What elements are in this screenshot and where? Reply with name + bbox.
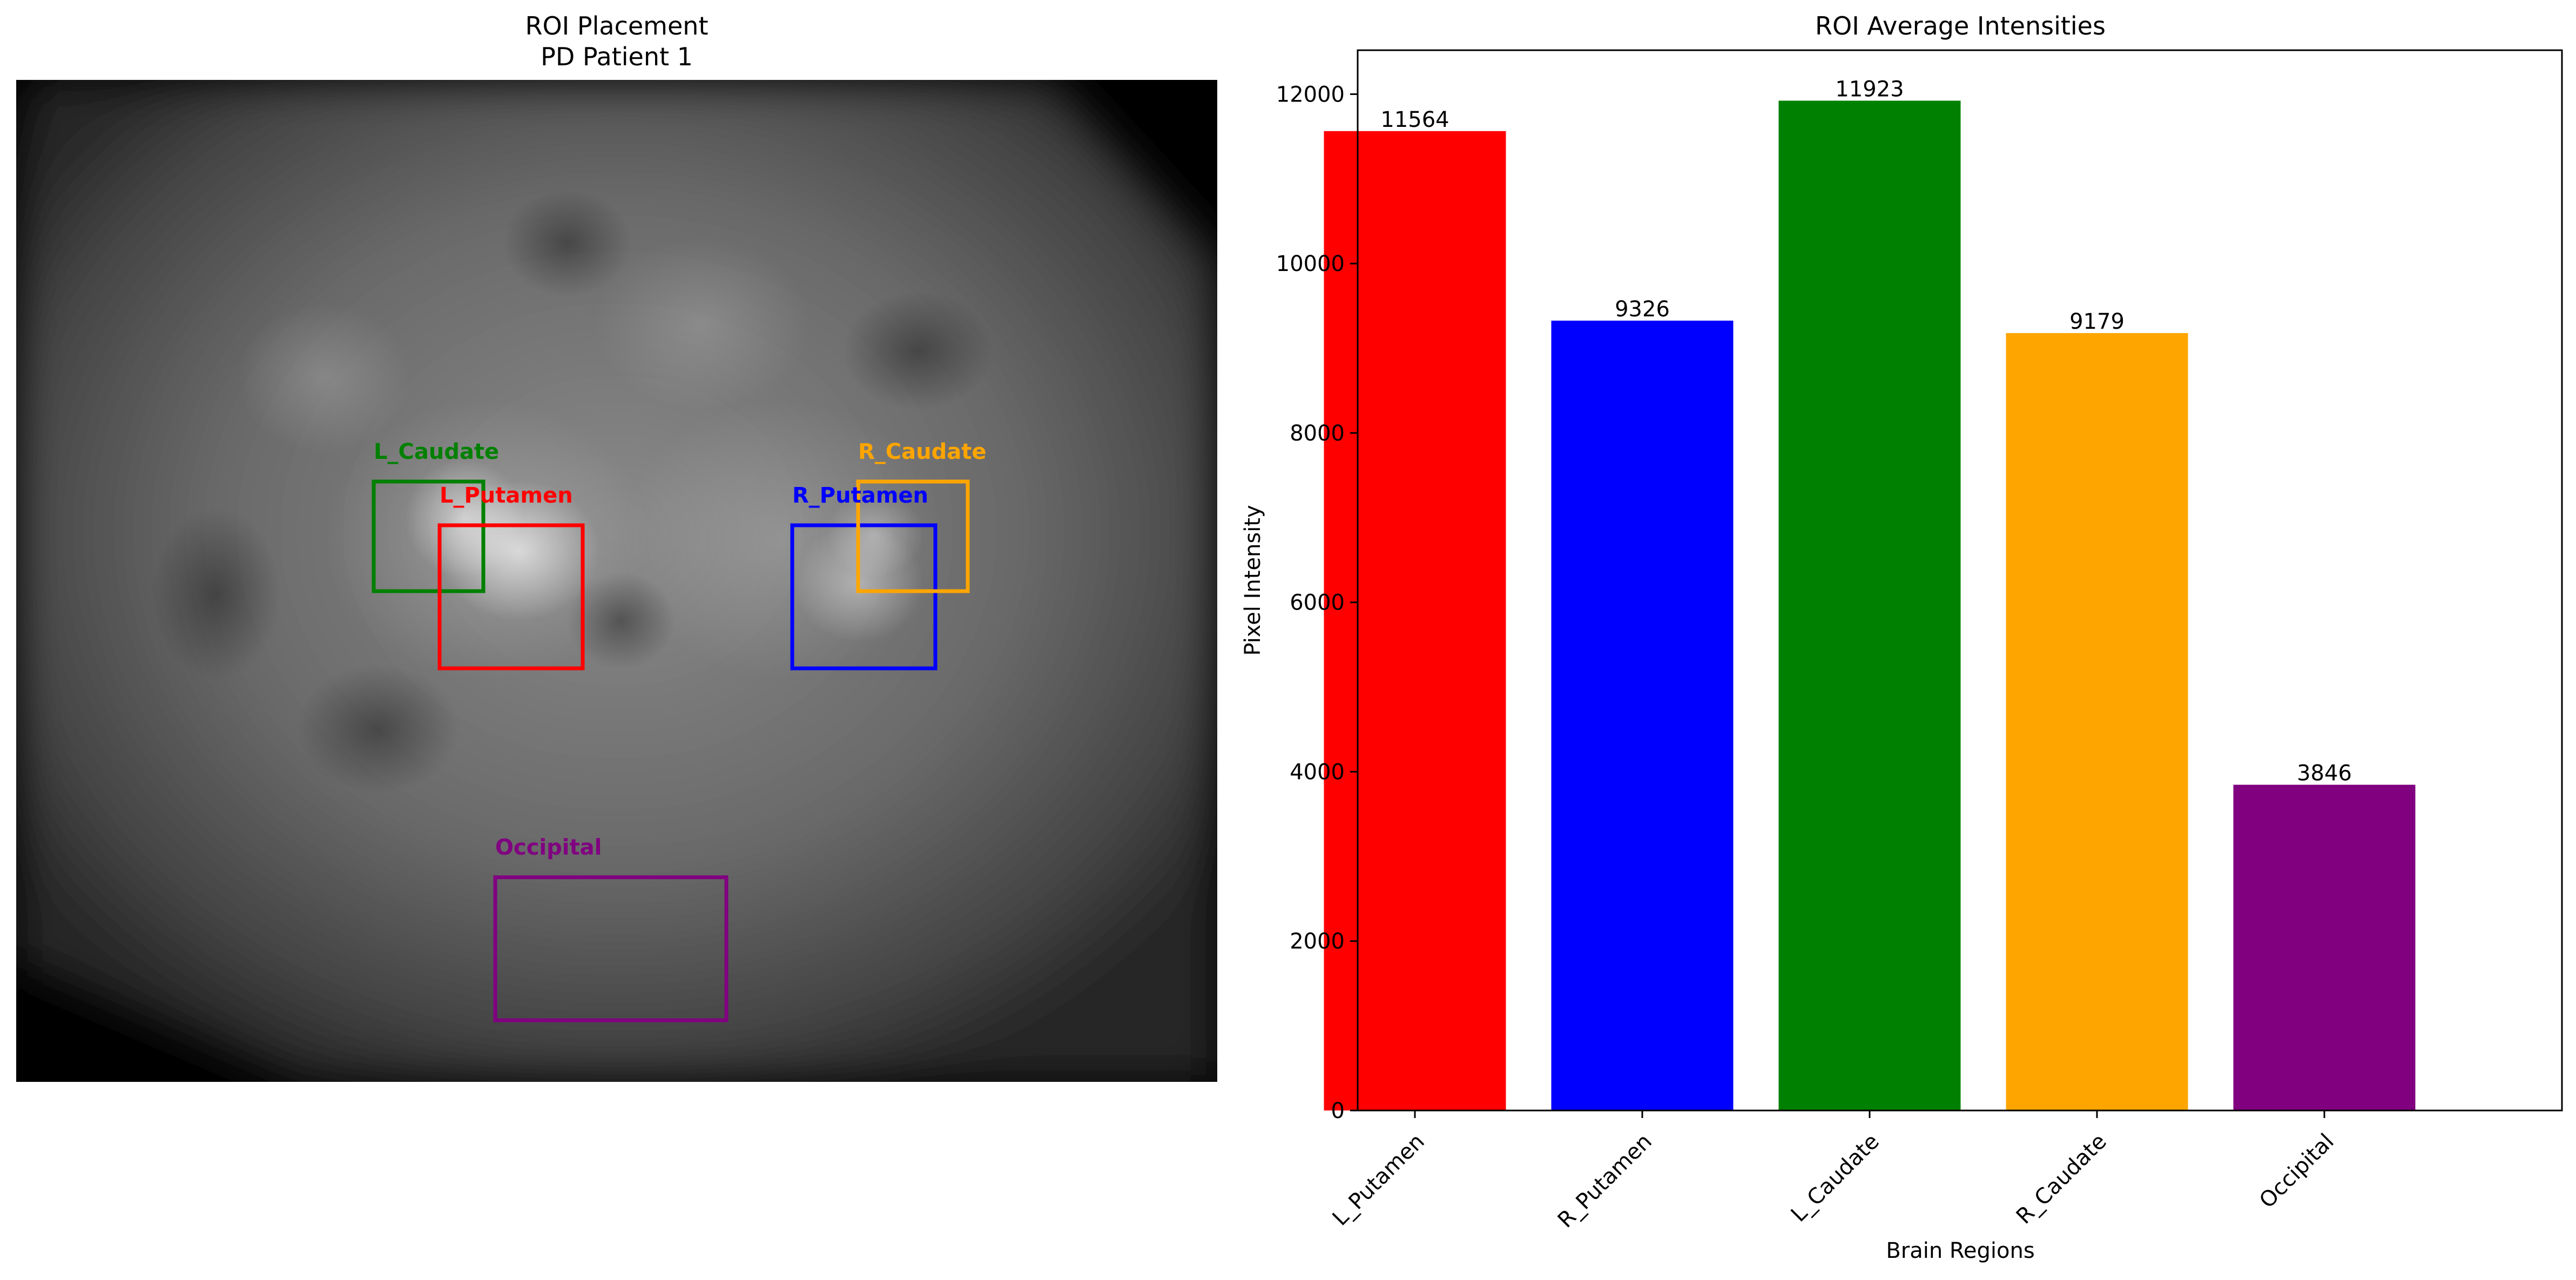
bar-r-caudate	[2006, 333, 2188, 1110]
y-axis: 0 2000 4000 6000 8000 10000 12000	[1276, 82, 1358, 1123]
roi-image-panel: ROI Placement PD Patient 1 L_Caudate	[16, 11, 1217, 1082]
bar-value-label: 3846	[2297, 761, 2352, 786]
y-tick-label: 4000	[1290, 760, 1345, 784]
bar-l-caudate	[1778, 100, 1961, 1110]
y-axis-label: Pixel Intensity	[1240, 505, 1265, 655]
roi-panel-title-line1: ROI Placement	[525, 11, 709, 40]
roi-label-r-caudate: R_Caudate	[858, 439, 987, 464]
x-axis: L_Putamen R_Putamen L_Caudate R_Caudate Occi…	[1328, 1110, 2339, 1232]
y-tick-label: 12000	[1276, 82, 1345, 107]
y-tick-label: 10000	[1276, 252, 1345, 276]
bar-chart-panel: ROI Average Intensities 11564 9326 11923 91…	[1240, 11, 2563, 1263]
roi-box-r-putamen	[790, 523, 938, 671]
roi-label-l-putamen: L_Putamen	[440, 483, 573, 508]
roi-box-r-caudate	[856, 479, 970, 593]
roi-label-l-caudate: L_Caudate	[374, 439, 499, 464]
x-tick-label: R_Caudate	[2012, 1129, 2112, 1229]
roi-box-occipital	[493, 875, 729, 1022]
x-tick-label: Occipital	[2255, 1129, 2339, 1213]
y-tick-label: 8000	[1290, 421, 1345, 446]
bar-value-label: 9326	[1615, 297, 1670, 322]
x-axis-label: Brain Regions	[1886, 1238, 2034, 1263]
bar-l-putamen	[1324, 131, 1506, 1110]
plot-frame	[1357, 49, 2563, 1112]
brain-scan-image	[16, 80, 1217, 1082]
bar-value-label: 11923	[1835, 77, 1904, 102]
x-tick-label: L_Caudate	[1786, 1129, 1884, 1227]
y-tick-label: 6000	[1290, 591, 1345, 615]
bar-value-label: 11564	[1380, 107, 1449, 132]
bar-occipital	[2233, 784, 2416, 1110]
roi-box-l-putamen	[437, 523, 585, 671]
roi-box-l-caudate	[372, 479, 485, 593]
x-tick-label: L_Putamen	[1328, 1129, 1429, 1230]
roi-panel-title-line2: PD Patient 1	[541, 42, 693, 71]
roi-label-r-putamen: R_Putamen	[792, 483, 928, 508]
chart-bars: 11564 9326 11923 9179 3846	[1324, 77, 2416, 1110]
roi-label-occipital: Occipital	[495, 835, 602, 860]
bar-value-label: 9179	[2069, 309, 2125, 334]
y-tick-label: 2000	[1290, 929, 1345, 954]
chart-title: ROI Average Intensities	[1815, 11, 2106, 40]
y-tick-label: 0	[1331, 1099, 1345, 1123]
x-tick-label: R_Putamen	[1553, 1129, 1657, 1232]
bar-r-putamen	[1551, 320, 1734, 1110]
